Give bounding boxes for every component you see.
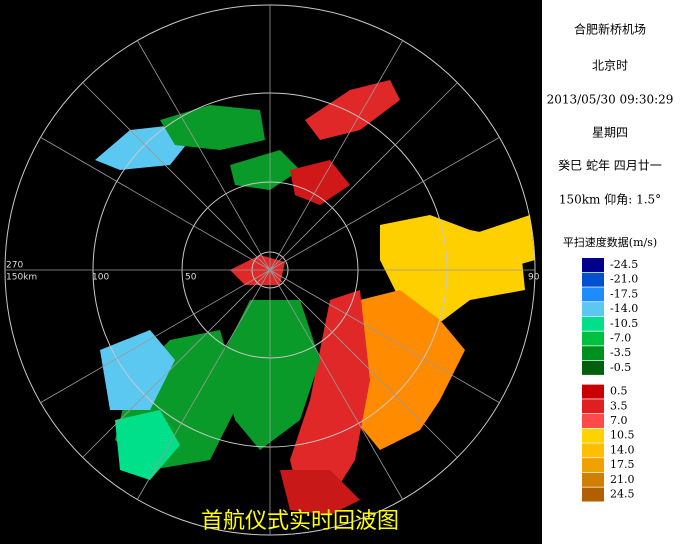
legend-title: 平扫速度数据(m/s) [563,235,657,249]
legend-swatch [582,414,604,428]
legend-swatch [582,258,604,272]
legend-swatch [582,287,604,302]
range-label: 270 [6,261,23,271]
caption: 首航仪式实时回波图 [201,509,399,534]
legend-label: -14.0 [610,302,638,315]
legend-swatch [582,331,604,346]
range-label: 50 [185,273,197,283]
info-line: 合肥新桥机场 [574,22,646,37]
legend-label: 7.0 [610,414,628,427]
legend-label: -3.5 [610,346,631,359]
legend-label: -17.5 [610,287,638,300]
legend-swatch [582,458,604,473]
legend-label: 21.0 [610,473,635,486]
legend-label: 0.5 [610,385,628,398]
legend-label: -24.5 [610,258,638,271]
info-line: 2013/05/30 09:30:29 [547,93,674,107]
legend-label: -21.0 [610,273,638,286]
legend-swatch [582,346,604,361]
legend-swatch [582,272,604,287]
legend-swatch [582,487,604,502]
legend-swatch [582,384,604,399]
legend-label: 17.5 [610,458,635,471]
legend-swatch [582,360,604,375]
legend-swatch [582,399,604,414]
range-label: 150km [6,273,37,283]
info-line: 星期四 [592,126,628,140]
legend-swatch [582,302,604,317]
legend-label: 10.5 [610,429,635,442]
range-label: 90 [528,273,540,283]
info-line: 北京时 [592,59,628,73]
legend-label: 14.0 [610,443,635,456]
legend-label: -7.0 [610,332,631,345]
legend-swatch [582,428,604,443]
legend-swatch [582,443,604,458]
range-label: 100 [92,273,109,283]
info-line: 癸巳 蛇年 四月廿一 [558,158,662,173]
info-line: 150km 仰角: 1.5° [559,192,661,207]
legend-label: -0.5 [610,361,631,374]
range-grid [4,4,536,536]
legend-label: 3.5 [610,399,628,412]
legend-swatch [582,472,604,487]
legend: 平扫速度数据(m/s) -24.5 -21.0-17.5 -14.0 -10.5 -7.0… [563,235,657,502]
legend-label: -10.5 [610,317,638,330]
legend-swatch [582,316,604,331]
echoes [95,80,535,515]
legend-label: 24.5 [610,488,635,501]
